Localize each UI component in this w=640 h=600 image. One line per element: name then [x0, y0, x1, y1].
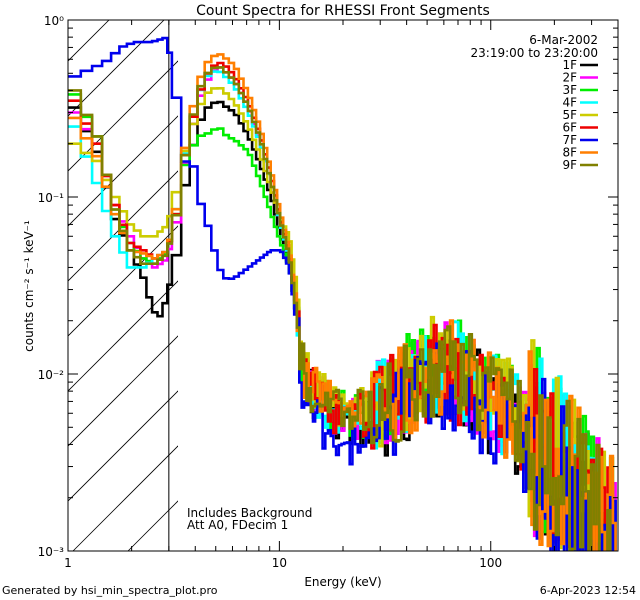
y-axis-label: counts cm⁻² s⁻¹ keV⁻¹: [22, 220, 36, 352]
legend-label: 1F: [562, 58, 577, 72]
annotation-background: Includes Background: [187, 506, 312, 520]
chart-title: Count Spectra for RHESSI Front Segments: [196, 3, 490, 19]
hatched-region: [0, 0, 178, 551]
series-9F: [68, 66, 612, 551]
legend-label: 2F: [562, 71, 577, 85]
y-axis: 10⁰ 10⁻¹ 10⁻² 10⁻³: [38, 14, 618, 559]
time-range-label: 23:19:00 to 23:20:00: [471, 46, 598, 60]
footer-timestamp: 6-Apr-2023 12:54: [540, 584, 636, 597]
legend-label: 8F: [562, 146, 577, 160]
y-tick-label: 10⁻²: [38, 368, 65, 382]
spectra-series: [68, 36, 617, 551]
hatch-line: [68, 335, 178, 447]
legend-label: 6F: [562, 121, 577, 135]
hatch-line: [68, 390, 178, 502]
hatch-line: [72, 445, 178, 551]
x-tick-label: 100: [479, 556, 502, 570]
legend-label: 9F: [562, 158, 577, 172]
annotation-attenuator: Att A0, FDecim 1: [187, 518, 288, 532]
legend-label: 4F: [562, 96, 577, 110]
legend-label: 7F: [562, 133, 577, 147]
hatch-line: [68, 225, 178, 337]
x-tick-label: 1: [64, 556, 72, 570]
hatch-line: [68, 170, 178, 282]
x-axis: 1 10 100: [64, 20, 619, 570]
date-label: 6-Mar-2002: [529, 33, 598, 47]
y-tick-label: 10⁻¹: [38, 191, 65, 205]
series-8F: [68, 53, 617, 551]
legend-label: 5F: [562, 108, 577, 122]
y-tick-label: 10⁰: [44, 14, 64, 28]
footer-generated-by: Generated by hsi_min_spectra_plot.pro: [2, 584, 218, 597]
hatch-line: [68, 20, 110, 62]
hatch-line: [68, 20, 165, 117]
x-tick-label: 10: [272, 556, 287, 570]
y-tick-label: 10⁻³: [38, 545, 65, 559]
legend-label: 3F: [562, 83, 577, 97]
hatch-line: [0, 0, 123, 551]
x-axis-label: Energy (keV): [304, 575, 381, 589]
hatch-line: [68, 280, 178, 392]
series-7F: [68, 36, 617, 551]
